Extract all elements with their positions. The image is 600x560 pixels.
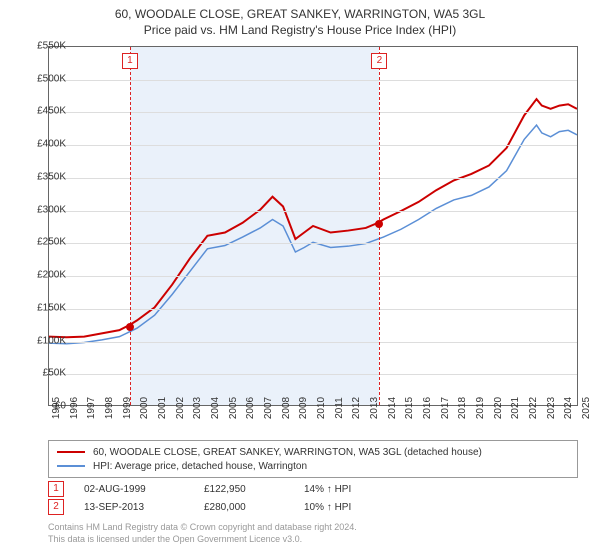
x-tick-label: 2006 bbox=[245, 397, 256, 419]
event-table-row: 2 13-SEP-2013 £280,000 10% ↑ HPI bbox=[48, 498, 384, 516]
x-tick-label: 1995 bbox=[51, 397, 62, 419]
gridline bbox=[49, 276, 577, 277]
x-tick-label: 2004 bbox=[210, 397, 221, 419]
x-tick-label: 2020 bbox=[493, 397, 504, 419]
y-tick-label: £400K bbox=[22, 139, 66, 150]
event-dot bbox=[375, 220, 383, 228]
gridline bbox=[49, 211, 577, 212]
series-line-property bbox=[49, 99, 577, 337]
event-number-box: 2 bbox=[48, 499, 64, 515]
x-tick-label: 2019 bbox=[475, 397, 486, 419]
x-tick-label: 2007 bbox=[263, 397, 274, 419]
gridline bbox=[49, 112, 577, 113]
events-table: 1 02-AUG-1999 £122,950 14% ↑ HPI 2 13-SEP-201… bbox=[48, 480, 384, 516]
y-tick-label: £200K bbox=[22, 270, 66, 281]
x-tick-label: 2016 bbox=[422, 397, 433, 419]
y-tick-label: £150K bbox=[22, 302, 66, 313]
x-tick-label: 2024 bbox=[563, 397, 574, 419]
x-tick-label: 1998 bbox=[104, 397, 115, 419]
y-tick-label: £450K bbox=[22, 106, 66, 117]
y-tick-label: £550K bbox=[22, 41, 66, 52]
gridline bbox=[49, 374, 577, 375]
gridline bbox=[49, 342, 577, 343]
x-tick-label: 2023 bbox=[546, 397, 557, 419]
event-dot bbox=[126, 323, 134, 331]
event-marker: 1 bbox=[122, 53, 138, 69]
chart-plot-area: 12 bbox=[48, 46, 578, 406]
event-pct: 10% ↑ HPI bbox=[304, 502, 384, 513]
gridline bbox=[49, 80, 577, 81]
x-tick-label: 2011 bbox=[334, 397, 345, 419]
x-tick-label: 2025 bbox=[581, 397, 592, 419]
x-tick-label: 1999 bbox=[122, 397, 133, 419]
event-marker: 2 bbox=[371, 53, 387, 69]
x-tick-label: 2015 bbox=[404, 397, 415, 419]
legend-swatch bbox=[57, 451, 85, 453]
chart-lines bbox=[49, 47, 577, 405]
event-date: 13-SEP-2013 bbox=[84, 502, 184, 513]
y-tick-label: £500K bbox=[22, 73, 66, 84]
legend-item: 60, WOODALE CLOSE, GREAT SANKEY, WARRING… bbox=[57, 445, 569, 459]
gridline bbox=[49, 309, 577, 310]
legend-label: 60, WOODALE CLOSE, GREAT SANKEY, WARRING… bbox=[93, 447, 482, 458]
x-tick-label: 1997 bbox=[86, 397, 97, 419]
y-tick-label: £50K bbox=[22, 368, 66, 379]
event-date: 02-AUG-1999 bbox=[84, 484, 184, 495]
chart-title: 60, WOODALE CLOSE, GREAT SANKEY, WARRING… bbox=[0, 0, 600, 23]
legend-item: HPI: Average price, detached house, Warr… bbox=[57, 459, 569, 473]
footer-attribution: Contains HM Land Registry data © Crown c… bbox=[48, 522, 357, 545]
x-tick-label: 2009 bbox=[298, 397, 309, 419]
event-line bbox=[130, 47, 131, 405]
event-table-row: 1 02-AUG-1999 £122,950 14% ↑ HPI bbox=[48, 480, 384, 498]
x-tick-label: 2017 bbox=[440, 397, 451, 419]
x-tick-label: 2010 bbox=[316, 397, 327, 419]
event-pct: 14% ↑ HPI bbox=[304, 484, 384, 495]
x-tick-label: 2005 bbox=[228, 397, 239, 419]
gridline bbox=[49, 243, 577, 244]
y-tick-label: £100K bbox=[22, 335, 66, 346]
x-tick-label: 2003 bbox=[192, 397, 203, 419]
y-tick-label: £350K bbox=[22, 171, 66, 182]
x-tick-label: 2000 bbox=[139, 397, 150, 419]
event-price: £280,000 bbox=[204, 502, 284, 513]
x-tick-label: 2008 bbox=[281, 397, 292, 419]
x-tick-label: 2002 bbox=[175, 397, 186, 419]
x-tick-label: 2021 bbox=[510, 397, 521, 419]
x-tick-label: 2012 bbox=[351, 397, 362, 419]
event-number-box: 1 bbox=[48, 481, 64, 497]
x-tick-label: 1996 bbox=[69, 397, 80, 419]
legend-label: HPI: Average price, detached house, Warr… bbox=[93, 461, 307, 472]
x-tick-label: 2014 bbox=[387, 397, 398, 419]
footer-line1: Contains HM Land Registry data © Crown c… bbox=[48, 522, 357, 534]
y-tick-label: £250K bbox=[22, 237, 66, 248]
event-price: £122,950 bbox=[204, 484, 284, 495]
x-tick-label: 2013 bbox=[369, 397, 380, 419]
chart-subtitle: Price paid vs. HM Land Registry's House … bbox=[0, 23, 600, 37]
legend-box: 60, WOODALE CLOSE, GREAT SANKEY, WARRING… bbox=[48, 440, 578, 478]
x-tick-label: 2022 bbox=[528, 397, 539, 419]
x-tick-label: 2018 bbox=[457, 397, 468, 419]
legend-swatch bbox=[57, 465, 85, 467]
x-tick-label: 2001 bbox=[157, 397, 168, 419]
footer-line2: This data is licensed under the Open Gov… bbox=[48, 534, 357, 546]
y-tick-label: £300K bbox=[22, 204, 66, 215]
gridline bbox=[49, 145, 577, 146]
gridline bbox=[49, 178, 577, 179]
